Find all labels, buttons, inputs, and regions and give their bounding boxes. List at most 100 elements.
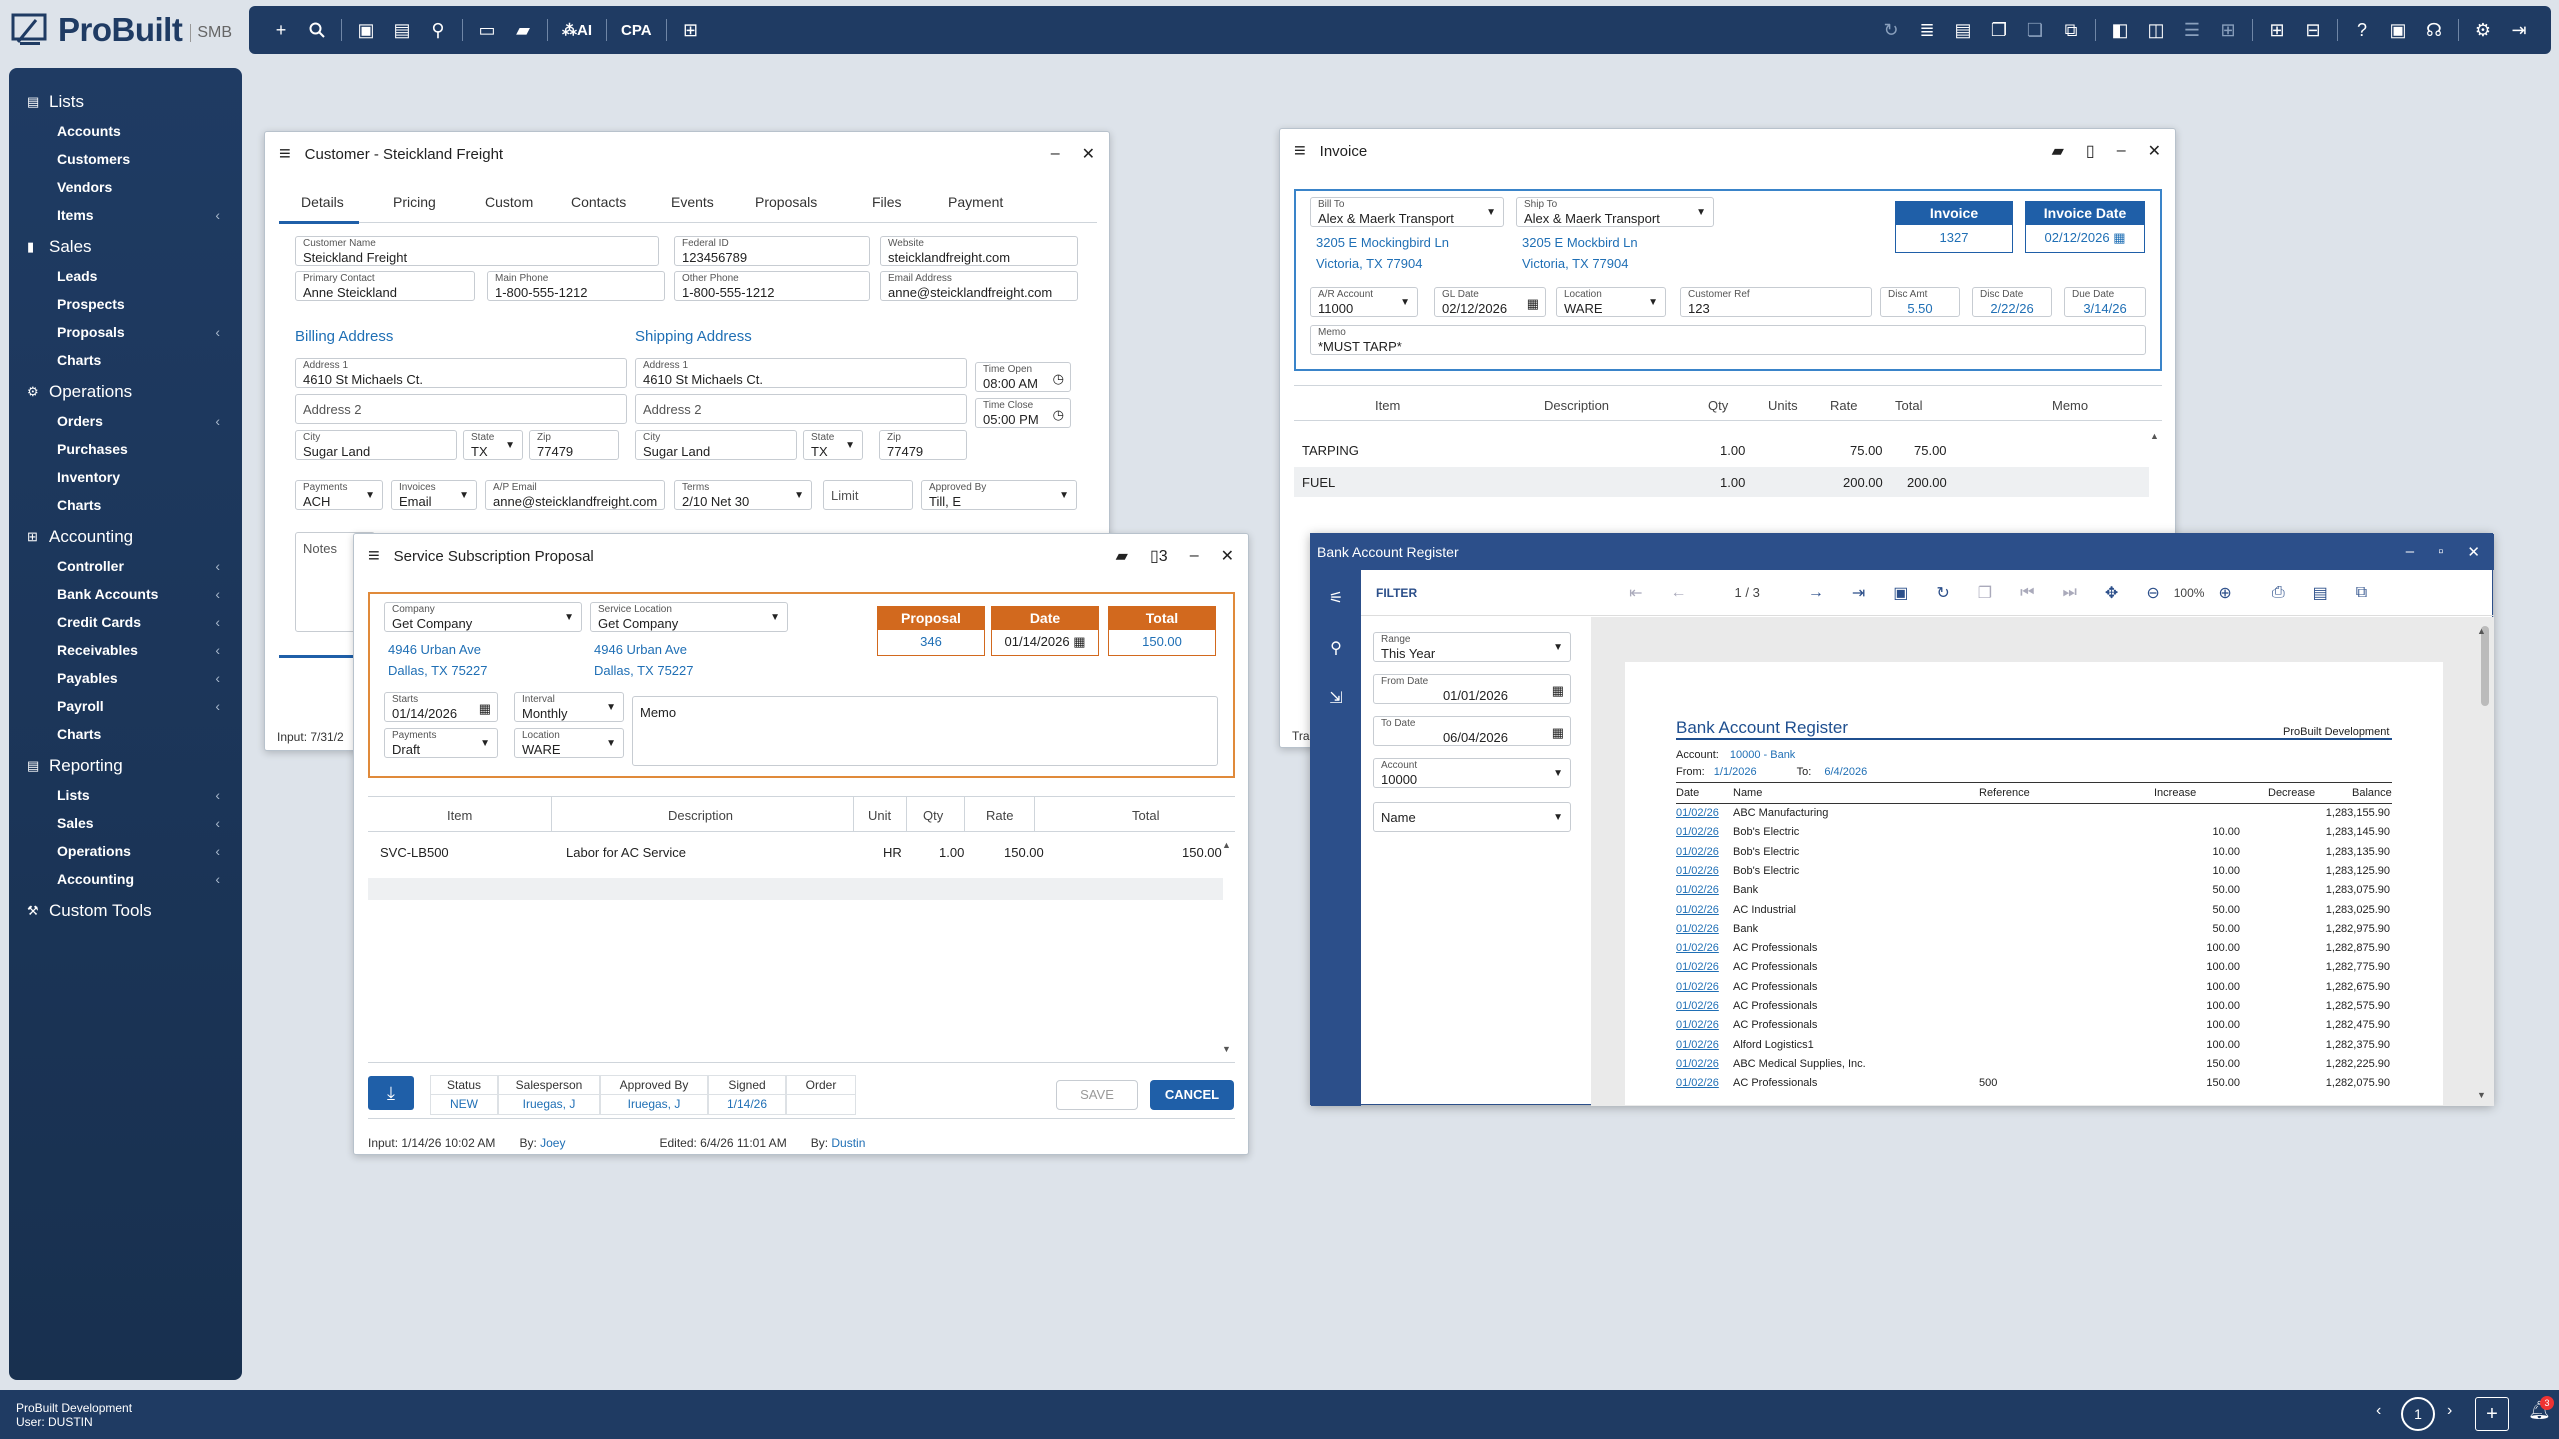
close-icon[interactable]: ✕: [1220, 548, 1234, 565]
sidebar-item-payables[interactable]: Payables ‹: [9, 664, 242, 692]
add-window-icon[interactable]: +: [2475, 1397, 2509, 1431]
tab-pricing[interactable]: Pricing: [393, 194, 436, 210]
scroll-up-icon[interactable]: ▲: [2150, 431, 2159, 441]
prev-page-icon[interactable]: ←: [1670, 583, 1687, 601]
save-button[interactable]: SAVE: [1056, 1080, 1138, 1110]
sidebar-section-lists[interactable]: ▤ Lists: [9, 86, 242, 117]
add-icon[interactable]: +: [275, 19, 287, 40]
stack-icon[interactable]: ❏: [2026, 19, 2044, 40]
table-row[interactable]: 01/02/26 Alford Logistics1 100.00 1,282,375…: [1676, 1037, 2392, 1056]
file-icon[interactable]: ▯: [2085, 143, 2095, 160]
time-close-field[interactable]: Time Close 05:00 PM ◷: [975, 398, 1071, 428]
due-date-field[interactable]: Due Date 3/14/26: [2064, 287, 2146, 317]
table-row[interactable]: 01/02/26 AC Industrial 50.00 1,283,025.90: [1676, 902, 2392, 921]
table-row[interactable]: 01/02/26 AC Professionals 100.00 1,282,575.…: [1676, 998, 2392, 1017]
document-icon[interactable]: ▤: [393, 19, 411, 40]
proposal-window-header[interactable]: ≡ Service Subscription Proposal ▰ ▯3 – ✕: [354, 534, 1248, 578]
last-page-icon[interactable]: ⇥: [1851, 584, 1866, 602]
report-cell-date[interactable]: 01/02/26: [1676, 942, 1719, 955]
report-cell-date[interactable]: 01/02/26: [1676, 1077, 1719, 1090]
service-location-select[interactable]: Service Location Get Company ▼: [590, 602, 788, 632]
first-page-icon[interactable]: ⇤: [1629, 584, 1643, 602]
tab-custom[interactable]: Custom: [485, 194, 534, 210]
copy-icon[interactable]: ❐: [1977, 584, 1993, 602]
zoom-out-icon[interactable]: ⊖: [2146, 584, 2160, 602]
sort-select[interactable]: Name ▼: [1373, 802, 1571, 832]
report-cell-date[interactable]: 01/02/26: [1676, 961, 1719, 974]
sidebar-item-orders[interactable]: Orders ‹: [9, 407, 242, 435]
sidebar-item-items[interactable]: Items ‹: [9, 201, 242, 229]
ship-city-field[interactable]: City Sugar Land: [635, 430, 797, 460]
report-cell-date[interactable]: 01/02/26: [1676, 1019, 1719, 1032]
page-number[interactable]: 1: [2401, 1397, 2435, 1431]
sidebar-section-custom-tools[interactable]: ⚒ Custom Tools: [9, 895, 242, 926]
report-cell-date[interactable]: 01/02/26: [1676, 884, 1719, 897]
report-cell-date[interactable]: 01/02/26: [1676, 1038, 1719, 1051]
table-row[interactable]: 01/02/26 AC Professionals 100.00 1,282,475.…: [1676, 1017, 2392, 1036]
report-cell-date[interactable]: 01/02/26: [1676, 1000, 1719, 1012]
save-icon[interactable]: ▣: [1893, 584, 1909, 602]
files-button[interactable]: ▯3: [1149, 548, 1168, 565]
report-cell-date[interactable]: 01/02/26: [1676, 826, 1719, 839]
close-icon[interactable]: ✕: [1081, 146, 1095, 163]
company-address-line1[interactable]: 4946 Urban Ave: [388, 642, 481, 657]
bill-city-field[interactable]: City Sugar Land: [295, 430, 457, 460]
scroll-up-icon[interactable]: ▲: [1222, 840, 1231, 850]
sidebar-section-sales[interactable]: ▮ Sales: [9, 231, 242, 262]
bill-address2-field[interactable]: Address 2: [295, 394, 627, 424]
disc-date-field[interactable]: Disc Date 2/22/26: [1972, 287, 2052, 317]
ar-account-select[interactable]: A/R Account 11000 ▼: [1310, 287, 1418, 317]
tab-payment[interactable]: Payment: [948, 194, 1004, 210]
gl-date-field[interactable]: GL Date 02/12/2026 ▦: [1434, 287, 1546, 317]
ship-to-address-line2[interactable]: Victoria, TX 77904: [1522, 256, 1629, 271]
minimize-icon[interactable]: –: [1189, 547, 1199, 564]
rewind-icon[interactable]: ⏮: [2020, 583, 2035, 601]
sidebar-item-charts[interactable]: Charts: [9, 491, 242, 519]
report-cell-date[interactable]: 01/02/26: [1676, 903, 1719, 916]
tab-details[interactable]: Details: [301, 194, 344, 210]
approved-by-select[interactable]: Approved By Till, E ▼: [921, 480, 1077, 510]
company-select[interactable]: Company Get Company ▼: [384, 602, 582, 632]
prev-icon[interactable]: ‹: [2376, 1402, 2382, 1419]
ship-zip-field[interactable]: Zip 77479: [879, 430, 967, 460]
calendar-icon[interactable]: ▣: [357, 19, 375, 40]
sidebar-item-charts[interactable]: Charts: [9, 720, 242, 748]
time-open-field[interactable]: Time Open 08:00 AM ◷: [975, 362, 1071, 392]
cascade-icon[interactable]: ❐: [1990, 19, 2008, 40]
grid-four-icon[interactable]: ⊞: [2269, 19, 2285, 40]
table-row[interactable]: TARPING 1.00 75.00 75.00: [1302, 443, 1947, 458]
export-icon[interactable]: ⇲: [1329, 690, 1343, 707]
from-date-field[interactable]: From Date 01/01/2026 ▦: [1373, 674, 1571, 704]
close-all-icon[interactable]: ⧉: [2064, 19, 2078, 40]
scroll-up-icon[interactable]: ▲: [2477, 626, 2486, 636]
report-cell-date[interactable]: 01/02/26: [1676, 807, 1719, 819]
export-pages-icon[interactable]: ⧉: [2355, 583, 2368, 601]
federal-id-field[interactable]: Federal ID 123456789: [674, 236, 870, 266]
location-select[interactable]: Location WARE ▼: [1556, 287, 1666, 317]
minimize-icon[interactable]: –: [2405, 543, 2415, 560]
sidebar-item-operations[interactable]: Operations ‹: [9, 837, 242, 865]
table-row[interactable]: [368, 878, 1223, 900]
table-row[interactable]: 01/02/26 AC Professionals 100.00 1,282,675.…: [1676, 979, 2392, 998]
next-icon[interactable]: ›: [2447, 1402, 2453, 1419]
invoice-date-value[interactable]: 02/12/2026 ▦: [2025, 225, 2145, 253]
customer-window-header[interactable]: ≡ Customer - Steickland Freight – ✕: [265, 132, 1109, 176]
sidebar-item-leads[interactable]: Leads: [9, 262, 242, 290]
status-value-approved-by[interactable]: Iruegas, J: [600, 1095, 708, 1115]
service-address-line1[interactable]: 4946 Urban Ave: [594, 642, 687, 657]
layers-icon[interactable]: ≣: [1919, 19, 1935, 40]
other-phone-field[interactable]: Other Phone 1-800-555-1212: [674, 271, 870, 301]
bill-address1-field[interactable]: Address 1 4610 St Michaels Ct.: [295, 358, 627, 388]
sidebar-item-vendors[interactable]: Vendors: [9, 173, 242, 201]
tab-files[interactable]: Files: [872, 194, 902, 210]
comment-icon[interactable]: ▰: [1115, 548, 1128, 565]
bill-zip-field[interactable]: Zip 77479: [529, 430, 619, 460]
memo-field[interactable]: Memo *MUST TARP*: [1310, 325, 2146, 355]
menu-icon[interactable]: ≡: [1294, 139, 1306, 162]
cpa-button[interactable]: CPA: [621, 21, 652, 39]
sidebar-item-receivables[interactable]: Receivables ‹: [9, 636, 242, 664]
zoom-in-icon[interactable]: ⊕: [2218, 584, 2232, 602]
interval-select[interactable]: Interval Monthly ▼: [514, 692, 624, 722]
print-icon[interactable]: ⎙: [2271, 583, 2285, 601]
logout-icon[interactable]: ⇥: [2511, 19, 2527, 40]
